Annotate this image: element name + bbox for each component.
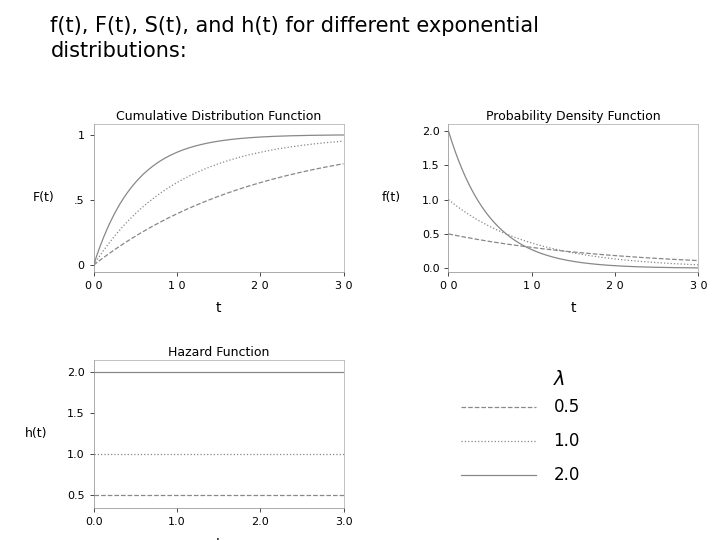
Text: 2.0: 2.0 [554,466,580,484]
Text: 1.0: 1.0 [554,432,580,450]
Text: λ: λ [554,370,565,389]
Y-axis label: f(t): f(t) [382,192,401,205]
Text: t: t [571,301,576,315]
Text: t: t [216,301,221,315]
Text: t: t [216,537,221,540]
Y-axis label: F(t): F(t) [32,192,54,205]
Title: Probability Density Function: Probability Density Function [486,110,661,123]
Title: Hazard Function: Hazard Function [168,346,269,359]
Text: 0.5: 0.5 [554,399,580,416]
Y-axis label: h(t): h(t) [25,427,48,440]
Title: Cumulative Distribution Function: Cumulative Distribution Function [116,110,321,123]
Text: f(t), F(t), S(t), and h(t) for different exponential
distributions:: f(t), F(t), S(t), and h(t) for different… [50,16,539,61]
